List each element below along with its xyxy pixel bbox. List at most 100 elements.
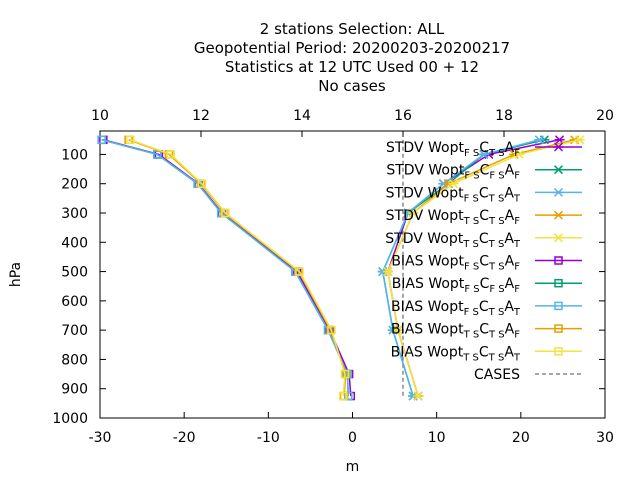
- data-point: [221, 208, 230, 218]
- data-point: [448, 179, 459, 189]
- legend-label-part: BIAS Wopt: [392, 276, 465, 292]
- series-line: [99, 135, 356, 401]
- legend-label-part: T S: [488, 352, 505, 363]
- legend-entry: BIAS WoptF SCT SAF: [391, 254, 582, 273]
- data-point: [197, 179, 207, 188]
- y-tick-label: 500: [61, 265, 88, 281]
- data-point: [97, 135, 106, 145]
- data-point: [166, 150, 175, 159]
- legend-label-part: C: [479, 231, 489, 247]
- legend-entry: BIAS WoptF SCF SAF: [392, 276, 582, 295]
- data-point: [392, 325, 403, 335]
- y-tick-label: 800: [61, 352, 88, 368]
- legend-entry: STDV WoptF SCT SAF: [386, 140, 582, 159]
- legend-label-part: BIAS Wopt: [391, 344, 464, 360]
- x-tick-label: -20: [173, 430, 196, 446]
- y-axis: 100 200 300 400 500 600 700 800 900 1000: [52, 147, 605, 427]
- data-point: [553, 165, 564, 175]
- data-point: [408, 208, 419, 218]
- legend-label-part: A: [505, 163, 515, 179]
- legend-label-part: A: [505, 208, 515, 224]
- legend-label-part: STDV Wopt: [386, 163, 464, 179]
- legend-label-part: F: [514, 171, 520, 182]
- legend-label-part: T S: [462, 239, 479, 250]
- y-tick-label: 700: [61, 323, 88, 339]
- x2-tick-label: 18: [495, 108, 513, 124]
- legend-label-part: T S: [488, 216, 505, 227]
- legend-label-part: T: [513, 352, 521, 363]
- x2-tick-label: 16: [394, 108, 412, 124]
- x-tick-label: 30: [596, 430, 614, 446]
- legend-label-part: STDV Wopt: [386, 140, 464, 156]
- legend-label-part: T S: [463, 330, 480, 341]
- title-line: Geopotential Period: 20200203-20200217: [194, 39, 510, 57]
- data-point: [554, 278, 563, 288]
- legend-entry-cases: CASES: [474, 367, 582, 383]
- legend-label-part: F S: [464, 148, 479, 159]
- data-point: [327, 325, 336, 335]
- legend-label-part: T S: [463, 216, 480, 227]
- svg-text:STDV WoptF SCT SAT: STDV WoptF SCT SAT: [386, 185, 521, 204]
- series-group: [97, 135, 585, 401]
- series-line: [382, 135, 585, 401]
- legend-label-part: C: [479, 322, 489, 338]
- legend-label-part: F: [514, 330, 520, 341]
- svg-text:BIAS WoptT SCT SAF: BIAS WoptT SCT SAF: [391, 322, 520, 341]
- legend-label-part: F: [514, 216, 520, 227]
- svg-text:BIAS WoptF SCT SAT: BIAS WoptF SCT SAT: [391, 299, 521, 318]
- svg-text:BIAS WoptF SCF SAF: BIAS WoptF SCF SAF: [392, 276, 521, 295]
- legend-label-part: C: [479, 344, 489, 360]
- legend-entry: STDV WoptF SCT SAT: [386, 185, 582, 204]
- data-point: [295, 267, 304, 276]
- legend-entry: BIAS WoptT SCT SAT: [391, 344, 582, 363]
- title-line: Statistics at 12 UTC Used 00 + 12: [225, 58, 479, 76]
- y-tick-label: 600: [61, 294, 88, 310]
- x-tick-label: 0: [348, 430, 357, 446]
- data-point: [514, 149, 525, 159]
- legend-label-part: A: [505, 276, 515, 292]
- x-axis-top: 10 12 14 16 18 20: [91, 108, 614, 137]
- data-point: [574, 135, 585, 145]
- y-tick-label: 300: [61, 206, 88, 222]
- legend-label-part: T S: [488, 148, 505, 159]
- series-line: [97, 135, 353, 401]
- legend-label-part: T S: [488, 307, 505, 318]
- x-tick-label: 20: [512, 430, 530, 446]
- legend-entry: STDV WoptF SCF SAF: [386, 163, 582, 182]
- legend-label-part: C: [480, 163, 490, 179]
- series-line: [124, 135, 351, 401]
- data-point: [554, 347, 563, 356]
- legend-label-part: T S: [488, 193, 505, 204]
- legend-label-part: BIAS Wopt: [391, 254, 464, 270]
- x2-tick-label: 12: [192, 108, 210, 124]
- svg-text:STDV WoptF SCT SAF: STDV WoptF SCT SAF: [386, 140, 520, 159]
- y-tick-label: 100: [61, 147, 88, 163]
- legend-label-part: A: [504, 299, 514, 315]
- legend-label-part: F S: [464, 193, 479, 204]
- legend-label-part: F: [514, 262, 520, 273]
- title-line: No cases: [318, 77, 386, 95]
- legend-label-part: T: [513, 307, 521, 318]
- x-tick-label: 10: [428, 430, 446, 446]
- legend-entry: BIAS WoptT SCT SAF: [391, 322, 582, 341]
- x2-tick-label: 14: [293, 108, 311, 124]
- legend-label-part: BIAS Wopt: [391, 299, 464, 315]
- data-point: [553, 210, 564, 220]
- y-tick-label: 400: [61, 235, 88, 251]
- legend-entry: STDV WoptT SCT SAT: [385, 231, 582, 250]
- legend-label-part: C: [480, 276, 490, 292]
- legend-label-part: F: [514, 284, 520, 295]
- x-tick-label: -10: [257, 430, 280, 446]
- legend-label-part: C: [479, 299, 489, 315]
- title-line: 2 stations Selection: ALL: [260, 20, 445, 38]
- y-tick-label: 200: [61, 177, 88, 193]
- legend-label-part: A: [505, 254, 515, 270]
- legend-label-part: T S: [488, 239, 505, 250]
- legend-entry: STDV WoptT SCT SAF: [386, 208, 582, 227]
- legend-label-part: A: [504, 185, 514, 201]
- data-point: [554, 301, 563, 311]
- y-tick-label: 900: [61, 382, 88, 398]
- legend-label-part: STDV Wopt: [386, 185, 464, 201]
- data-point: [382, 267, 393, 277]
- legend-label-part: F S: [464, 284, 479, 295]
